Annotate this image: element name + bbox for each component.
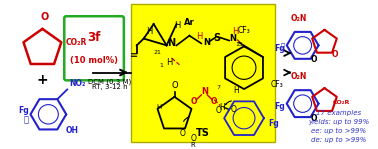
- Text: O: O: [331, 50, 338, 59]
- FancyArrowPatch shape: [226, 101, 231, 105]
- Text: N: N: [203, 38, 210, 47]
- Text: 1: 1: [160, 63, 164, 68]
- Text: ≡: ≡: [130, 50, 138, 60]
- Text: 21: 21: [154, 50, 162, 55]
- Text: DCM (0.3 M): DCM (0.3 M): [88, 78, 132, 85]
- Text: O: O: [191, 134, 196, 143]
- Text: +: +: [37, 73, 48, 87]
- Text: Fg: Fg: [18, 106, 28, 115]
- Text: H: H: [233, 86, 239, 95]
- Text: 15: 15: [235, 42, 243, 47]
- Text: H: H: [174, 21, 181, 30]
- Text: Fg: Fg: [274, 44, 285, 53]
- Text: N: N: [167, 38, 176, 48]
- Bar: [131, 4, 275, 142]
- Text: (10 mol%): (10 mol%): [70, 56, 118, 65]
- FancyArrowPatch shape: [184, 117, 188, 121]
- Text: S: S: [214, 33, 221, 43]
- Text: CF₃: CF₃: [238, 26, 250, 35]
- FancyBboxPatch shape: [64, 16, 124, 80]
- Text: H: H: [166, 58, 173, 67]
- Text: O: O: [191, 97, 198, 106]
- Text: N: N: [229, 34, 236, 43]
- Text: O: O: [310, 55, 317, 64]
- Text: Fg: Fg: [268, 119, 279, 128]
- Text: NO₂: NO₂: [69, 79, 85, 87]
- Text: H: H: [196, 31, 203, 41]
- Text: CO₂R: CO₂R: [65, 38, 87, 47]
- Text: O: O: [171, 81, 178, 90]
- Text: CF₃: CF₃: [271, 80, 284, 89]
- Text: O: O: [180, 129, 185, 138]
- Text: H: H: [147, 27, 153, 36]
- Text: TS: TS: [196, 128, 210, 138]
- Text: H: H: [219, 103, 225, 112]
- Text: O: O: [40, 12, 48, 22]
- Text: O: O: [215, 106, 221, 115]
- Text: 3f: 3f: [87, 31, 101, 44]
- Text: O₂N: O₂N: [290, 72, 307, 81]
- Text: OH: OH: [66, 126, 79, 135]
- Text: de: up to >99%: de: up to >99%: [311, 136, 366, 143]
- Text: Ar: Ar: [184, 18, 195, 27]
- Text: 17 examples: 17 examples: [316, 110, 361, 116]
- Text: N: N: [201, 87, 208, 96]
- Text: O: O: [211, 97, 217, 106]
- Text: RT, 3-12 h: RT, 3-12 h: [92, 84, 128, 90]
- Text: 7: 7: [216, 85, 220, 90]
- Text: H: H: [156, 104, 161, 110]
- Text: R: R: [190, 142, 195, 148]
- Text: ⌒: ⌒: [280, 42, 285, 49]
- Text: ⌒: ⌒: [23, 116, 28, 125]
- Text: O₂N: O₂N: [290, 14, 307, 23]
- Text: H: H: [232, 27, 238, 36]
- Text: yields: up to 99%: yields: up to 99%: [308, 119, 369, 125]
- Text: O: O: [310, 114, 317, 123]
- Text: Fg: Fg: [274, 102, 285, 111]
- Text: O: O: [230, 105, 236, 114]
- Text: ee: up to >99%: ee: up to >99%: [311, 128, 366, 134]
- Text: CO₂R: CO₂R: [332, 100, 350, 105]
